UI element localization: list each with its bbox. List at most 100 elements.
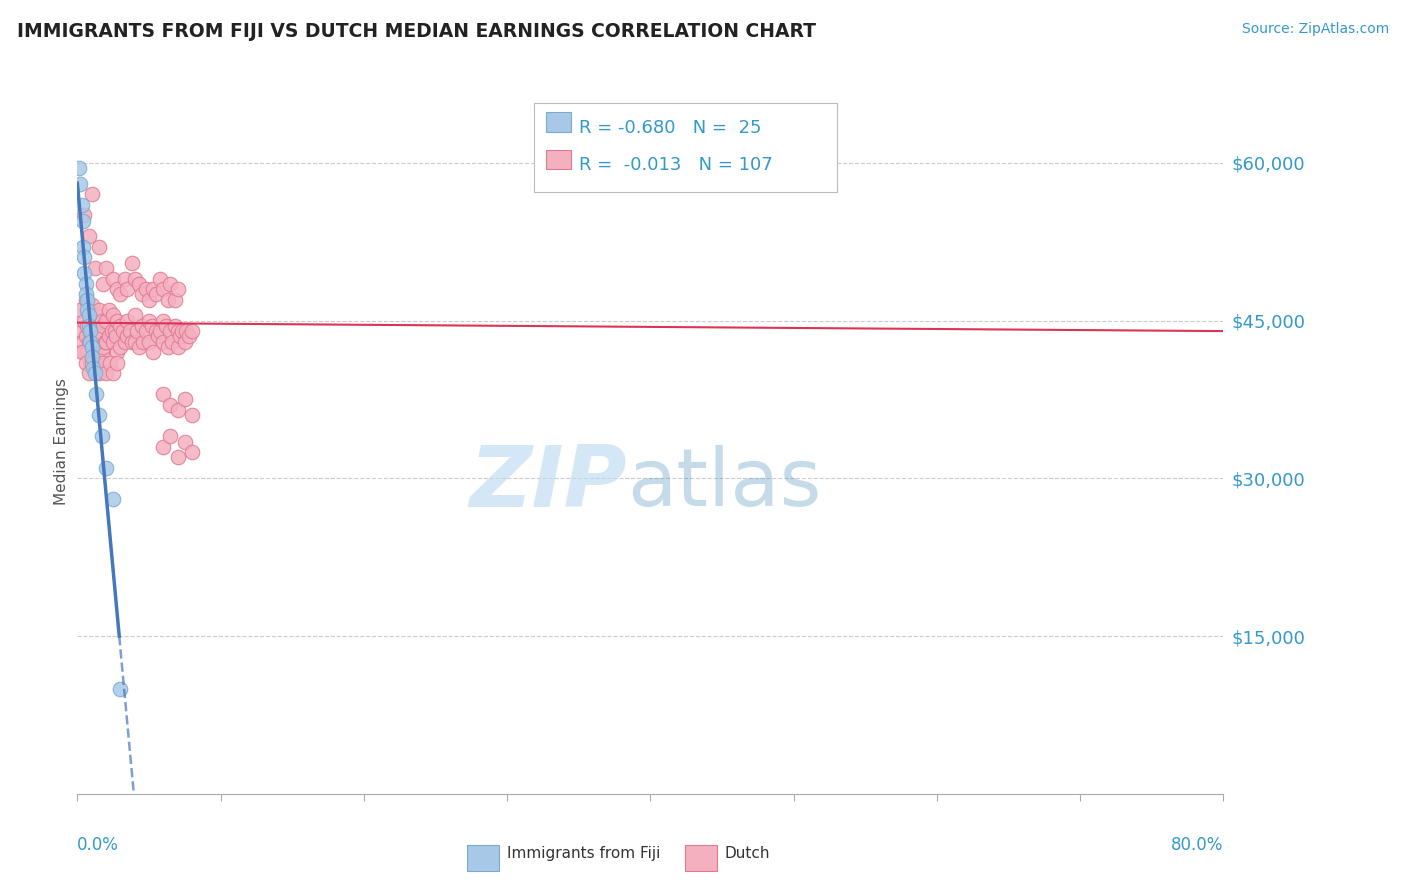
Point [128,277,150,291]
Point [121,334,143,349]
Point [160,334,183,349]
Point [159,429,181,443]
Point [124,309,146,323]
Point [91,340,114,354]
Point [112,324,135,338]
Point [79,334,101,349]
Point [156,340,179,354]
FancyBboxPatch shape [685,845,717,871]
Point [75,293,97,307]
Point [75,356,97,370]
Point [87,366,110,380]
Point [149,271,172,285]
Point [145,287,167,301]
Point [76,303,98,318]
Text: R = -0.680   N =  25: R = -0.680 N = 25 [579,119,762,136]
Text: Dutch: Dutch [724,847,770,862]
Point [80,329,103,343]
Point [142,282,165,296]
Point [131,287,153,301]
Point [100,324,122,338]
Point [82,313,104,327]
Point [152,440,174,454]
Point [76,293,98,307]
Point [70,345,93,359]
Point [76,345,98,359]
Point [83,324,105,338]
Point [166,324,188,338]
Text: Immigrants from Fiji: Immigrants from Fiji [508,847,661,862]
Point [135,282,157,296]
Point [166,340,188,354]
Point [94,334,117,349]
Point [79,356,101,370]
Point [173,392,195,407]
Point [152,387,174,401]
Point [120,324,142,338]
Point [124,271,146,285]
Point [156,293,179,307]
Point [72,240,94,254]
Point [73,208,96,222]
Point [87,303,110,318]
Point [73,266,96,280]
Point [94,366,117,380]
Point [124,334,146,349]
Point [90,429,112,443]
Point [90,345,112,359]
Point [166,282,188,296]
Point [87,409,110,423]
Point [80,298,103,312]
Point [121,256,143,270]
Point [110,681,132,696]
Point [145,324,167,338]
Point [80,340,103,354]
Point [75,277,97,291]
Point [84,360,107,375]
Point [110,287,132,301]
Point [73,313,96,327]
Point [87,240,110,254]
FancyBboxPatch shape [467,845,499,871]
Point [152,313,174,327]
Point [79,324,101,338]
Point [84,309,107,323]
Point [149,324,172,338]
Point [132,334,155,349]
Point [80,356,103,370]
Point [77,334,100,349]
Point [114,334,136,349]
Point [159,324,181,338]
Y-axis label: Median Earnings: Median Earnings [53,378,69,505]
Point [93,334,115,349]
Point [94,260,117,275]
Point [103,324,125,338]
Point [70,198,93,212]
Point [80,187,103,202]
Point [128,340,150,354]
Point [91,277,114,291]
Point [107,345,129,359]
Point [80,351,103,365]
Point [101,309,124,323]
Point [94,313,117,327]
Point [101,366,124,380]
Point [135,324,157,338]
Point [82,340,104,354]
Point [110,318,132,333]
Point [138,334,160,349]
Point [70,324,93,338]
Point [91,318,114,333]
Point [159,398,181,412]
Point [155,318,177,333]
Point [117,282,139,296]
Text: 0.0%: 0.0% [77,836,120,855]
Point [97,329,120,343]
Point [146,329,169,343]
Point [163,293,186,307]
Point [69,303,91,318]
Point [69,177,91,191]
Point [131,318,153,333]
Point [91,356,114,370]
Point [163,318,186,333]
